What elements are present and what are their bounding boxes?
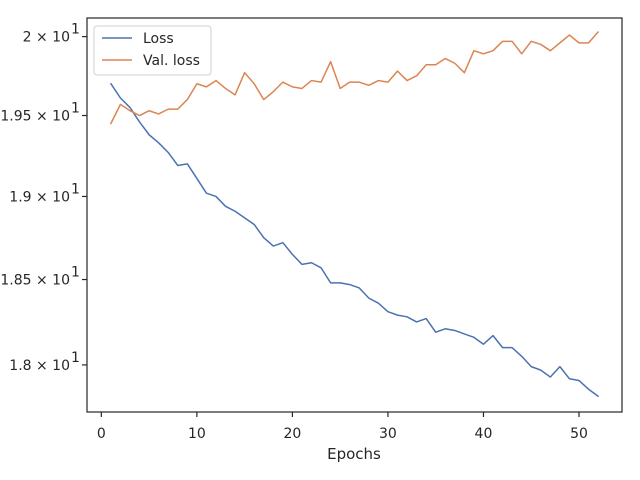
series-line-val-loss: [110, 31, 599, 125]
x-tick-label: 50: [570, 426, 588, 442]
legend-label-loss: Loss: [143, 31, 174, 47]
y-tick-label: 1.9 × 10: [9, 189, 70, 205]
x-axis-label: Epochs: [327, 445, 381, 463]
y-tick-exponent: 1: [71, 181, 80, 197]
legend: Loss Val. loss: [93, 25, 212, 76]
y-tick-exponent: 1: [71, 22, 80, 38]
series-layer: [110, 31, 599, 397]
y-tick-exponent: 1: [71, 350, 80, 366]
x-tick-label: 40: [475, 426, 493, 442]
x-tick-label: 30: [379, 426, 397, 442]
y-tick-exponent: 1: [71, 265, 80, 281]
x-tick-label: 10: [188, 426, 206, 442]
legend-label-val-loss: Val. loss: [143, 53, 200, 69]
y-tick-label: 2 × 10: [23, 30, 70, 46]
y-tick-exponent: 1: [71, 101, 80, 117]
x-tick-label: 20: [283, 426, 301, 442]
y-tick-label: 1.85 × 10: [0, 273, 70, 289]
y-tick-label: 1.8 × 10: [9, 358, 70, 374]
y-tick-label: 1.95 × 10: [0, 109, 70, 125]
x-tick-label: 0: [97, 426, 106, 442]
series-line-loss: [110, 82, 599, 397]
plot-frame: [86, 17, 623, 413]
ticks-layer: 0 10 20 30 40 501.8 × 10 11.85 × 10 11.9 × 10 11…: [0, 22, 588, 442]
axes-layer: [86, 17, 623, 413]
